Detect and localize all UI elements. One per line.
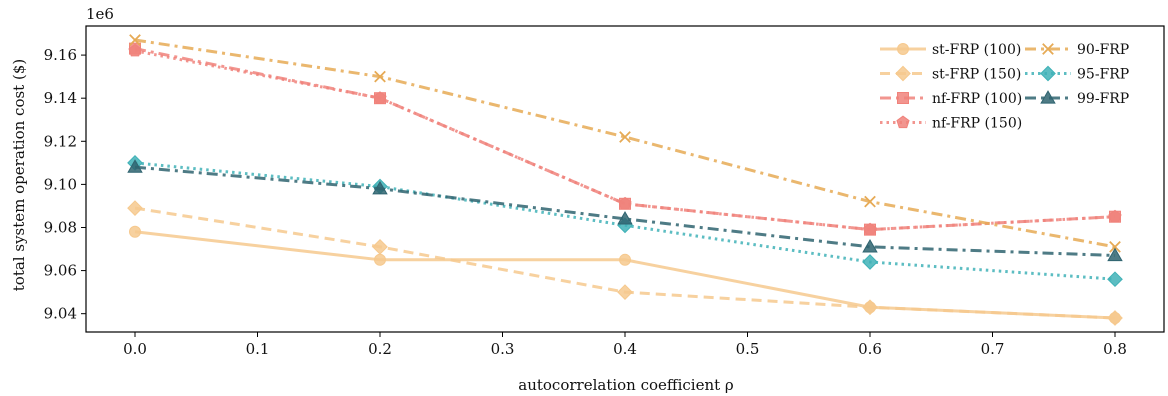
data-point [128,43,142,57]
legend-marker [897,92,909,104]
x-tick-label: 0.2 [368,340,392,358]
legend-item: 95-FRP [1025,65,1129,83]
x-tick-label: 0.0 [123,340,147,358]
data-point [1107,247,1123,262]
data-point [862,254,878,270]
data-point [619,253,631,266]
legend-label: 90-FRP [1077,42,1129,58]
series-0 [129,225,1121,324]
data-point [129,225,141,238]
y-tick-label: 9.14 [44,89,77,107]
y-multiplier-label: 1e6 [86,5,114,23]
series-4 [129,34,1121,253]
x-tick-label: 0.4 [613,340,637,358]
legend-marker [897,43,909,55]
legend-marker [896,115,910,129]
x-tick-label: 0.3 [491,340,515,358]
series-6 [127,159,1123,262]
data-point [372,180,388,195]
y-tick-label: 9.10 [44,175,77,193]
y-tick-label: 9.08 [44,218,77,236]
x-tick-label: 0.7 [981,340,1005,358]
y-tick-label: 9.04 [44,305,77,323]
legend-label: nf-FRP (100) [932,91,1022,107]
data-point [127,159,143,173]
data-point [862,238,878,253]
legend-marker [1040,65,1056,82]
data-point [129,34,141,46]
legend-label: 95-FRP [1077,67,1129,83]
data-point [374,70,386,83]
data-point [1108,209,1122,223]
data-point [864,195,876,208]
data-point [619,131,631,143]
data-point [127,200,143,216]
y-tick-label: 9.16 [44,46,77,64]
data-point [1109,241,1121,253]
y-tick-label: 9.06 [44,262,77,280]
x-axis-label: autocorrelation coefficient ρ [518,376,734,394]
x-tick-label: 0.5 [736,340,760,358]
legend-label: st-FRP (150) [932,67,1021,83]
y-axis-label: total system operation cost ($) [10,59,28,291]
series-line [134,47,1116,232]
series-3 [128,43,1122,236]
y-tick-label: 9.12 [44,132,77,150]
y-axis-ticks: 9.04 9.06 9.08 9.10 9.12 9.14 9.16 [44,46,86,323]
x-axis-ticks: 0.0 0.1 0.2 0.3 0.4 0.5 0.6 0.7 0.8 [123,332,1127,358]
data-point [1107,310,1123,326]
legend: st-FRP (100) st-FRP (150) nf-FRP (100) nf-F… [880,42,1129,132]
legend-label: 99-FRP [1077,91,1129,107]
data-point [372,239,388,255]
x-tick-label: 0.1 [246,340,270,358]
legend-item: 99-FRP [1025,90,1129,107]
data-point [1107,271,1123,288]
x-tick-label: 0.8 [1103,340,1127,358]
legend-marker [1042,43,1054,55]
series-1 [127,200,1123,326]
series-line [134,165,1116,257]
data-point [618,196,632,210]
legend-marker [895,65,911,82]
series-line [134,230,1116,320]
data-point [617,210,633,225]
data-point [374,253,386,266]
x-tick-label: 0.6 [858,340,882,358]
legend-marker [1040,90,1056,104]
plot-content [127,34,1123,326]
legend-label: nf-FRP (150) [932,116,1022,132]
data-point [617,284,633,300]
legend-item: st-FRP (150) [880,65,1021,83]
data-point [373,91,387,104]
plot-frame [85,25,1165,333]
legend-item: nf-FRP (100) [880,91,1022,107]
legend-item: 90-FRP [1025,42,1129,58]
legend-label: st-FRP (100) [932,42,1021,58]
data-point [862,299,878,316]
legend-item: nf-FRP (150) [880,116,1022,132]
legend-item: st-FRP (100) [880,42,1021,58]
data-point [863,222,877,236]
